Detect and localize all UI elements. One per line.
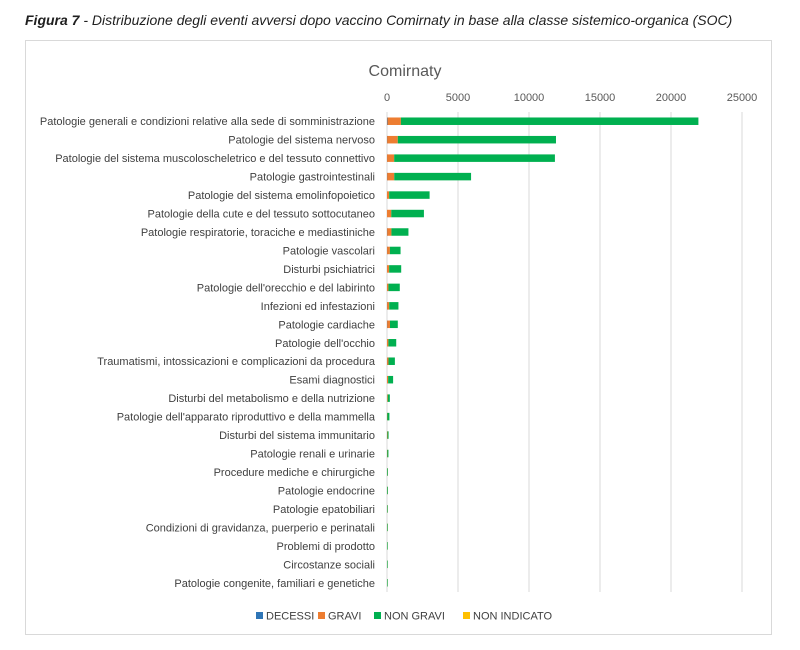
bar-gravi-patologie-del-sistema-emolinfopoietico [387, 191, 390, 199]
bar-non-gravi-patologie-gastrointestinali [394, 172, 472, 181]
x-tick-label-0: 0 [384, 92, 390, 104]
legend-label-non-gravi: NON GRAVI [384, 611, 445, 623]
bar-non-gravi-patologie-renali-e-urinarie [387, 449, 389, 458]
x-tick-label-15000: 15000 [585, 92, 616, 104]
bar-non-gravi-patologie-dell-occhio [388, 339, 397, 347]
category-label-procedure-mediche-e-chirurgiche: Procedure mediche e chirurgiche [214, 467, 375, 479]
bar-gravi-patologie-vascolari [387, 246, 390, 255]
figure-caption-text: - Distribuzione degli eventi avversi dop… [79, 12, 733, 28]
bar-gravi-patologie-dell-orecchio-e-del-labirinto [387, 283, 389, 292]
x-tick-label-25000: 25000 [727, 92, 758, 104]
legend-swatch-gravi [318, 612, 325, 619]
category-labels: Patologie generali e condizioni relative… [40, 116, 376, 590]
category-label-disturbi-del-sistema-immunitario: Disturbi del sistema immunitario [219, 430, 375, 442]
bar-gravi-traumatismi-intossicazioni-e-complicazioni-da-procedura [387, 357, 389, 365]
gridlines [386, 112, 743, 592]
category-label-traumatismi-intossicazioni-e-complicazioni-da-procedura: Traumatismi, intossicazioni e complicazi… [97, 356, 376, 368]
bar-gravi-patologie-della-cute-e-del-tessuto-sottocutaneo [387, 209, 392, 218]
category-label-patologie-congenite-familiari-e-genetiche: Patologie congenite, familiari e genetic… [174, 578, 375, 590]
bar-gravi-patologie-del-sistema-muscoloscheletrico-e-del-tessuto-connettivo [387, 154, 395, 162]
bar-non-gravi-patologie-congenite-familiari-e-genetiche [387, 579, 388, 587]
category-label-patologie-gastrointestinali: Patologie gastrointestinali [250, 172, 375, 184]
bar-non-gravi-disturbi-psichiatrici [389, 265, 402, 273]
bar-non-gravi-patologie-endocrine [387, 486, 388, 495]
bar-non-gravi-patologie-della-cute-e-del-tessuto-sottocutaneo [391, 209, 424, 218]
category-label-patologie-endocrine: Patologie endocrine [278, 485, 375, 497]
bar-non-gravi-patologie-del-sistema-nervoso [397, 135, 556, 144]
category-label-esami-diagnostici: Esami diagnostici [289, 375, 375, 387]
category-label-condizioni-di-gravidanza-puerperio-e-perinatali: Condizioni di gravidanza, puerperio e pe… [146, 522, 375, 534]
bar-gravi-patologie-respiratorie-toraciche-e-mediastiniche [387, 228, 392, 236]
legend-label-non-indicato: NON INDICATO [473, 611, 552, 623]
category-label-patologie-della-cute-e-del-tessuto-sottocutaneo: Patologie della cute e del tessuto sotto… [148, 209, 376, 221]
bar-gravi-patologie-cardiache [387, 320, 390, 329]
category-label-patologie-cardiache: Patologie cardiache [278, 319, 375, 331]
bar-gravi-disturbi-del-sistema-immunitario [387, 431, 388, 439]
bar-non-gravi-patologie-vascolari [389, 246, 401, 255]
x-tick-label-10000: 10000 [514, 92, 545, 104]
bar-gravi-patologie-del-sistema-nervoso [387, 135, 398, 144]
bar-gravi-patologie-gastrointestinali [387, 172, 395, 181]
figure-caption: Figura 7 - Distribuzione degli eventi av… [25, 12, 732, 28]
bar-gravi-disturbi-psichiatrici [387, 265, 390, 273]
category-label-patologie-dell-apparato-riproduttivo-e-della-mammella: Patologie dell'apparato riproduttivo e d… [117, 412, 376, 424]
bar-non-gravi-disturbi-del-sistema-immunitario [387, 431, 389, 439]
category-label-patologie-del-sistema-emolinfopoietico: Patologie del sistema emolinfopoietico [188, 190, 375, 202]
bar-non-gravi-patologie-dell-apparato-riproduttivo-e-della-mammella [387, 412, 390, 421]
figure-caption-label: Figura 7 [25, 12, 80, 28]
category-label-patologie-renali-e-urinarie: Patologie renali e urinarie [250, 449, 375, 461]
legend-swatch-non-gravi [374, 612, 381, 619]
legend-label-gravi: GRAVI [328, 611, 361, 623]
bar-non-gravi-disturbi-del-metabolismo-e-della-nutrizione [387, 394, 390, 402]
category-label-patologie-generali-e-condizioni-relative-alla-sede-di-somministrazione: Patologie generali e condizioni relative… [40, 116, 375, 128]
bar-non-gravi-patologie-del-sistema-emolinfopoietico [389, 191, 430, 199]
bar-gravi-patologie-generali-e-condizioni-relative-alla-sede-di-somministrazione [387, 117, 401, 125]
category-label-patologie-epatobiliari: Patologie epatobiliari [273, 504, 375, 516]
category-label-patologie-del-sistema-muscoloscheletrico-e-del-tessuto-connettivo: Patologie del sistema muscoloscheletrico… [55, 153, 375, 165]
legend-swatch-non-indicato [463, 612, 470, 619]
bar-non-gravi-condizioni-di-gravidanza-puerperio-e-perinatali [387, 523, 388, 532]
x-tick-label-20000: 20000 [656, 92, 687, 104]
bar-gravi-disturbi-del-metabolismo-e-della-nutrizione [387, 394, 388, 402]
bar-non-gravi-patologie-epatobiliari [387, 505, 388, 513]
bar-gravi-esami-diagnostici [387, 375, 389, 384]
category-label-circostanze-sociali: Circostanze sociali [283, 559, 375, 571]
x-axis-ticks: 0 5000 10000 15000 20000 25000 [384, 92, 757, 104]
bar-non-gravi-esami-diagnostici [388, 375, 394, 384]
legend: DECESSI GRAVI NON GRAVI NON INDICATO [256, 611, 552, 623]
category-label-patologie-del-sistema-nervoso: Patologie del sistema nervoso [228, 135, 375, 147]
chart-title: Comirnaty [369, 63, 442, 80]
bars [387, 117, 699, 587]
category-label-infezioni-ed-infestazioni: Infezioni ed infestazioni [261, 301, 375, 313]
bar-non-gravi-procedure-mediche-e-chirurgiche [387, 468, 388, 476]
bar-non-gravi-patologie-dell-orecchio-e-del-labirinto [388, 283, 400, 292]
bar-gravi-patologie-dell-occhio [387, 339, 389, 347]
category-label-disturbi-del-metabolismo-e-della-nutrizione: Disturbi del metabolismo e della nutrizi… [168, 393, 375, 405]
category-label-disturbi-psichiatrici: Disturbi psichiatrici [283, 264, 375, 276]
bar-non-gravi-patologie-generali-e-condizioni-relative-alla-sede-di-somministrazione [400, 117, 699, 125]
category-label-patologie-vascolari: Patologie vascolari [283, 245, 375, 257]
bar-non-gravi-patologie-cardiache [389, 320, 398, 329]
category-label-patologie-respiratorie-toraciche-e-mediastiniche: Patologie respiratorie, toraciche e medi… [141, 227, 375, 239]
bar-non-gravi-circostanze-sociali [387, 560, 388, 569]
category-label-patologie-dell-orecchio-e-del-labirinto: Patologie dell'orecchio e del labirinto [197, 282, 375, 294]
bar-non-gravi-problemi-di-prodotto [387, 542, 388, 550]
bar-non-gravi-traumatismi-intossicazioni-e-complicazioni-da-procedura [388, 357, 395, 365]
bar-non-gravi-patologie-del-sistema-muscoloscheletrico-e-del-tessuto-connettivo [394, 154, 555, 162]
category-label-problemi-di-prodotto: Problemi di prodotto [277, 541, 375, 553]
legend-swatch-decessi [256, 612, 263, 619]
bar-gravi-infezioni-ed-infestazioni [387, 302, 390, 310]
bar-non-gravi-infezioni-ed-infestazioni [389, 302, 399, 310]
category-label-patologie-dell-occhio: Patologie dell'occhio [275, 338, 375, 350]
bar-decessi-patologie-generali-e-condizioni-relative-alla-sede-di-somministrazione [387, 117, 388, 125]
legend-label-decessi: DECESSI [266, 611, 314, 623]
bar-non-gravi-patologie-respiratorie-toraciche-e-mediastiniche [391, 228, 409, 236]
x-tick-label-5000: 5000 [446, 92, 470, 104]
